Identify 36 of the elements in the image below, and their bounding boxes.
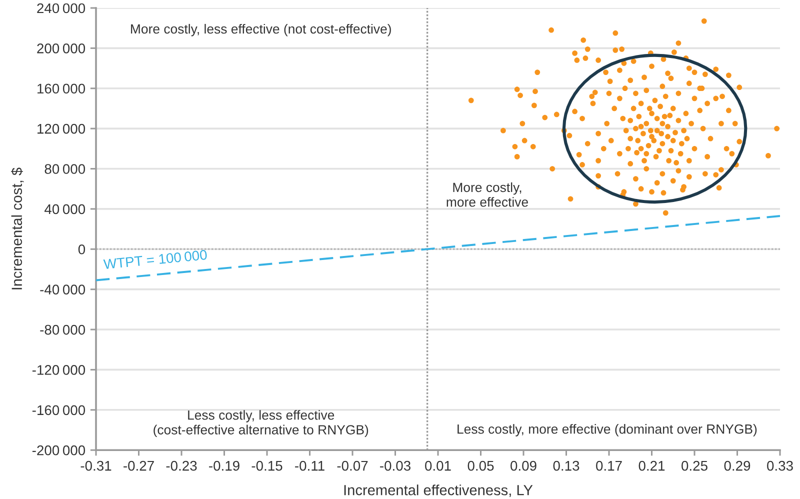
x-tick-label: -0.23: [166, 460, 197, 471]
x-tick-label: 0.13: [553, 460, 580, 471]
text: WTPT = 100 000: [103, 250, 208, 270]
annotation: More costly, more effective: [446, 182, 528, 207]
x-tick-label: 0.25: [682, 460, 708, 471]
annotation: Less costly, less effective (cost-effective alternative to RNYGB): [154, 410, 368, 438]
y-tick-label: -120 000: [32, 365, 86, 375]
y-tick-label: 40 000: [44, 204, 86, 214]
y-tick-label: 240 000: [37, 3, 86, 14]
x-tick-label: 0.29: [724, 460, 750, 471]
x-tick-label: -0.27: [124, 460, 154, 471]
y-axis-title: Incremental cost, $: [11, 168, 24, 290]
annotation: More costly, less effective (not cost-effective): [131, 24, 391, 36]
y-tick-label: 0: [78, 244, 86, 254]
y-tick-label: 160 000: [38, 84, 86, 94]
y-tick-label: -40 000: [40, 284, 86, 294]
x-tick-label: -0.11: [295, 460, 324, 471]
x-tick-label: -0.31: [80, 460, 112, 471]
x-tick-label: -0.03: [380, 460, 410, 471]
x-tick-label: 0.05: [468, 460, 494, 471]
x-tick-label: -0.07: [337, 460, 368, 471]
y-tick-label: 80 000: [44, 164, 86, 174]
y-tick-label: -200 000: [32, 445, 86, 456]
y-tick-label: 120 000: [38, 124, 86, 134]
y-tick-label: -160 000: [32, 405, 86, 416]
x-axis-title: Incremental effectiveness, LY: [344, 484, 533, 498]
x-tick-label: -0.15: [252, 460, 282, 471]
x-tick-label: 0.17: [596, 460, 622, 471]
x-tick-label: 0.09: [510, 460, 536, 471]
y-tick-label: -80 000: [40, 324, 86, 335]
x-tick-label: 0.33: [767, 460, 793, 471]
annotation: Less costly, more effective (dominant over RNYGB): [458, 424, 757, 436]
x-tick-label: 0.21: [638, 460, 665, 471]
x-tick-label: 0.01: [425, 460, 451, 471]
y-tick-label: 200 000: [37, 44, 86, 54]
x-tick-label: -0.19: [209, 460, 240, 471]
